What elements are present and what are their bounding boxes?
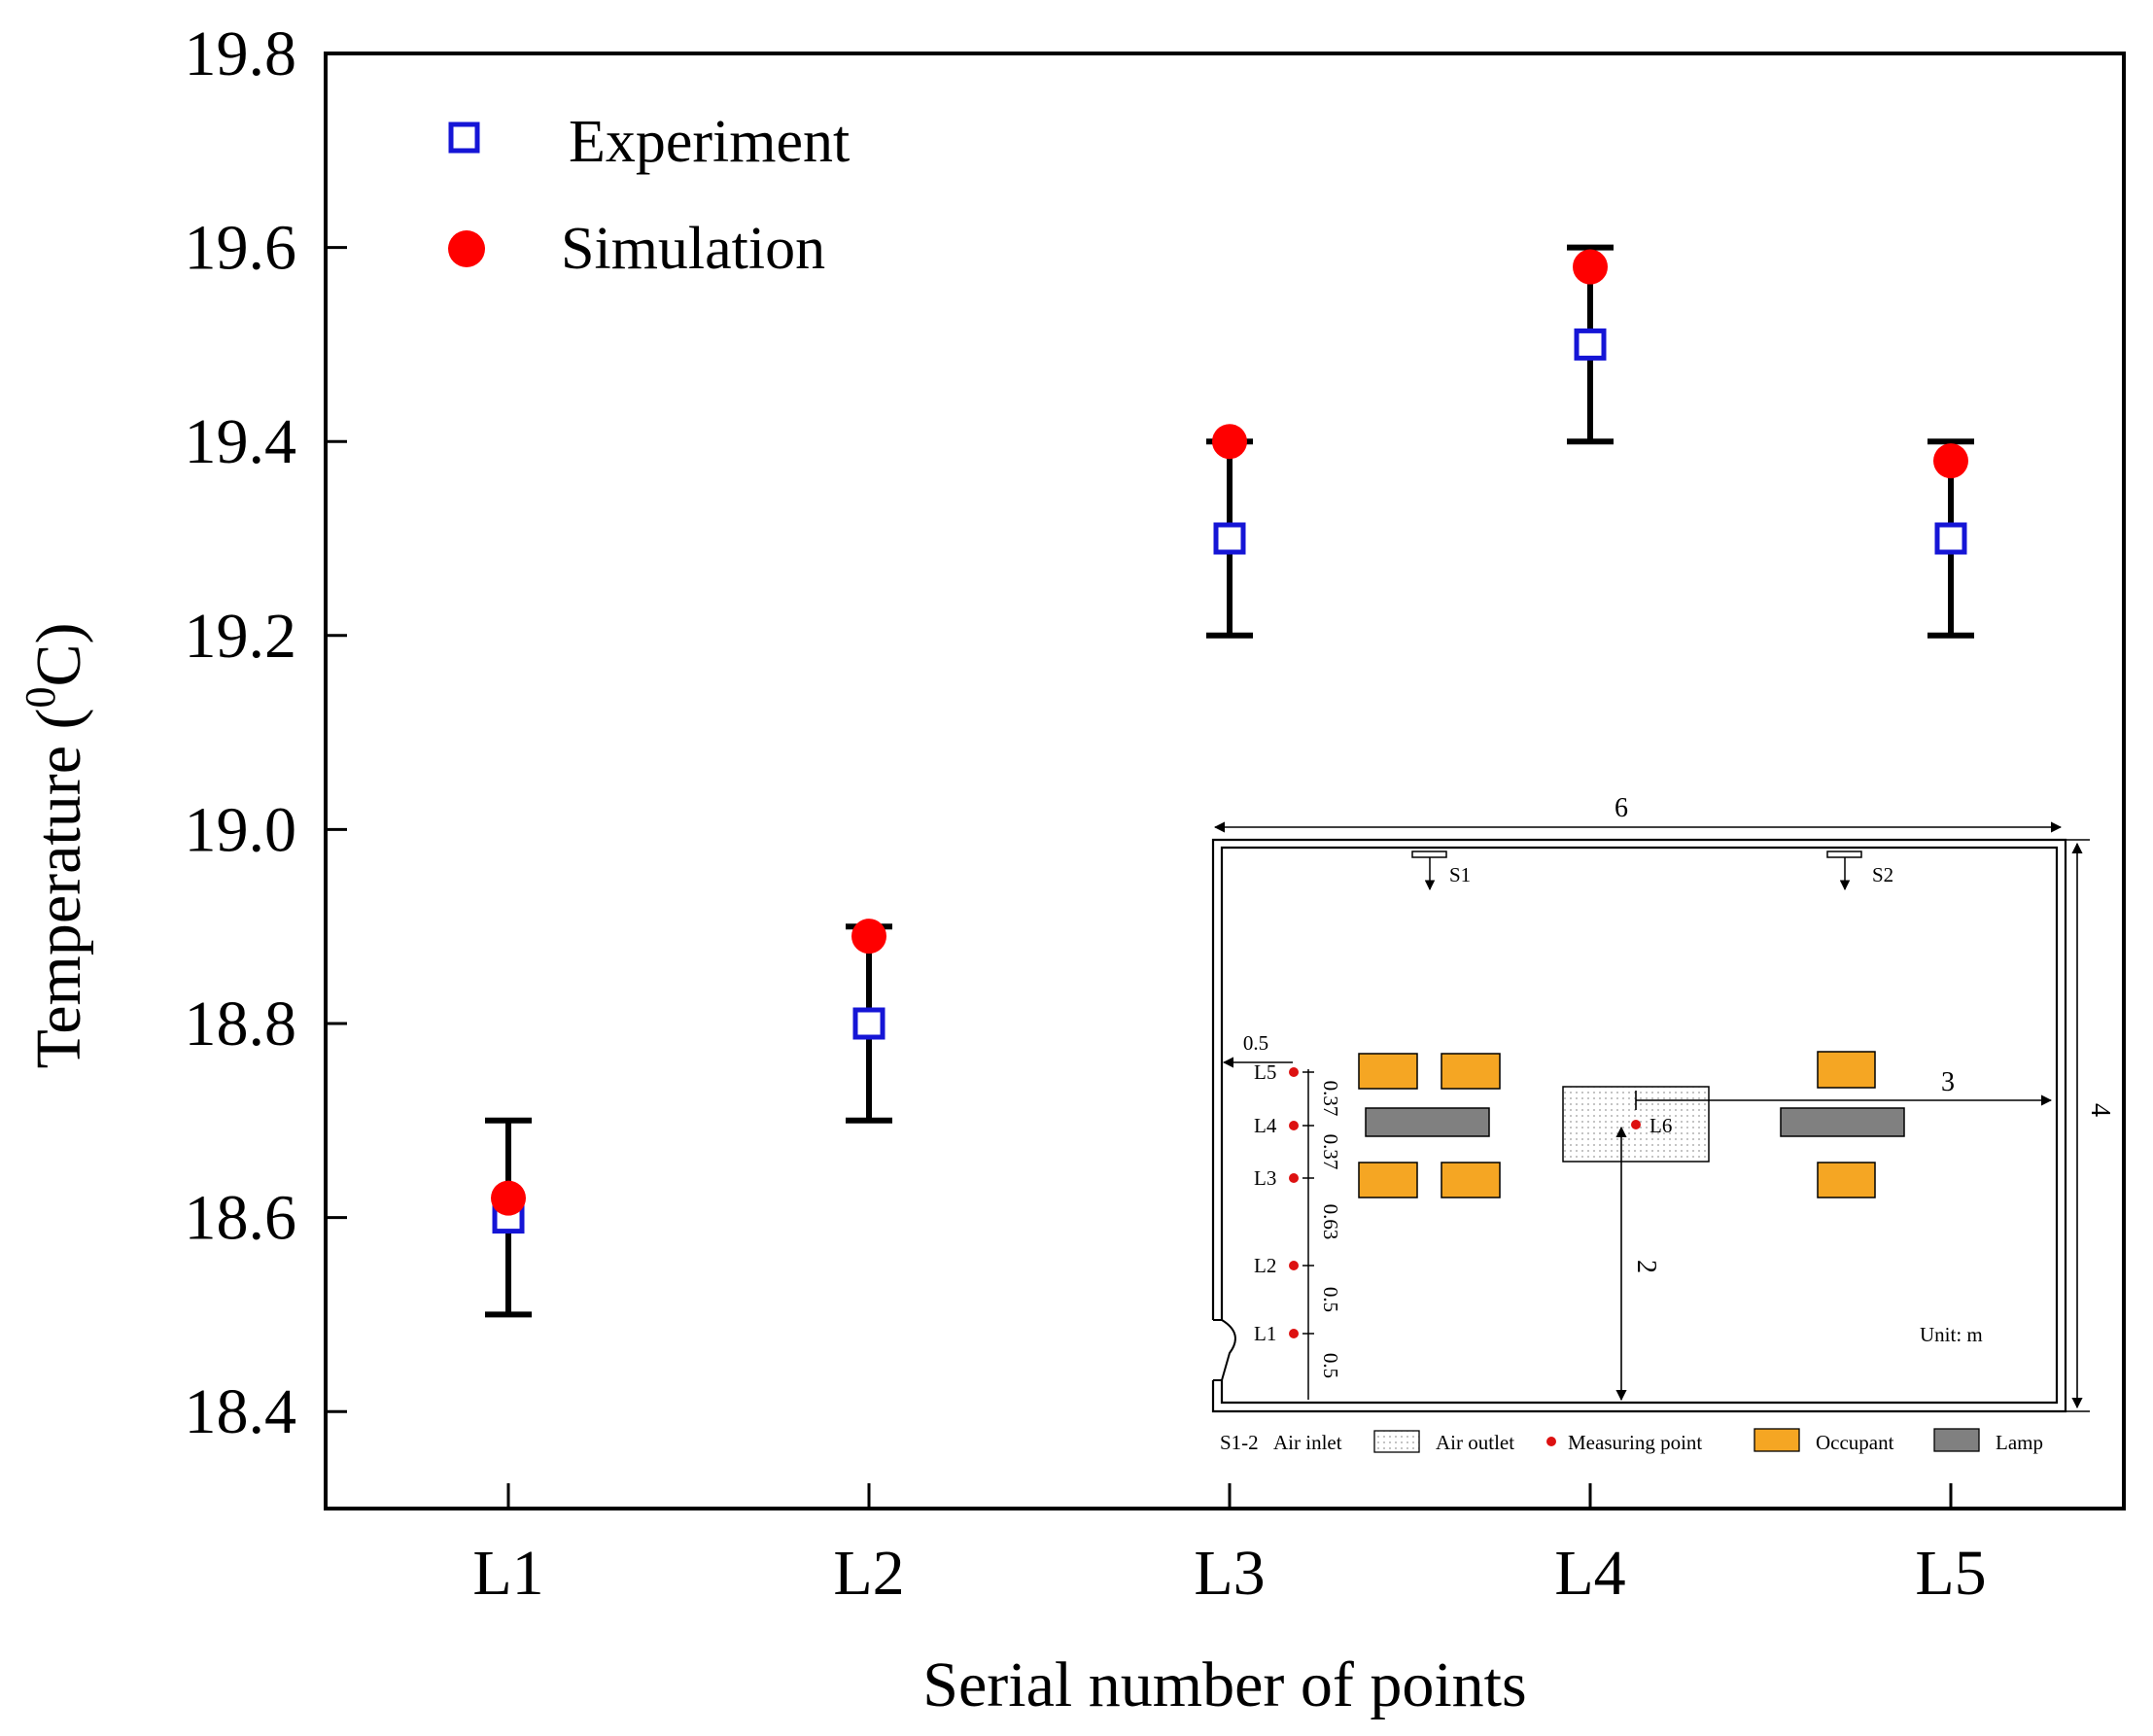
occupant-1 — [1358, 1053, 1418, 1090]
experiment-point — [1213, 522, 1246, 555]
measuring-point-label: L2 — [1254, 1254, 1276, 1277]
lamp-1 — [1365, 1107, 1490, 1137]
unit-label: Unit: m — [1920, 1323, 1983, 1346]
air-inlet-s1-label: S1 — [1449, 863, 1471, 886]
lamp-2 — [1780, 1107, 1905, 1137]
series-experiment — [492, 328, 1967, 1234]
simulation-point — [851, 919, 886, 955]
spacing-label: 0.37 — [1319, 1081, 1342, 1117]
legend-marker-experiment — [448, 122, 480, 154]
y-tick-label: 19.2 — [185, 601, 297, 672]
series-simulation — [491, 249, 1968, 1216]
air-inlet-s1: S1 — [1411, 851, 1471, 891]
air-inlet-s2: S2 — [1826, 851, 1893, 891]
inset-legend-outlet-swatch — [1373, 1430, 1420, 1453]
x-tick-label: L5 — [1915, 1538, 1986, 1609]
legend: Experiment Simulation — [448, 109, 850, 282]
occupant-5 — [1817, 1051, 1876, 1089]
measuring-point-l6 — [1631, 1120, 1641, 1129]
experiment-point — [1934, 522, 1967, 555]
y-axis-ticks: 18.4 18.6 18.8 19.0 19.2 19.4 19.6 19.8 — [185, 18, 347, 1447]
dim-label-width: 6 — [1615, 793, 1628, 823]
inset-legend-measuring: Measuring point — [1568, 1431, 1702, 1454]
air-inlet-s2-label: S2 — [1872, 863, 1893, 886]
measuring-point — [1289, 1067, 1299, 1077]
inset-diagram: 6 4 S1 S2 L6 3 — [1210, 793, 2115, 1454]
inset-legend: S1-2 Air inlet Air outlet Measuring poin… — [1220, 1428, 2043, 1454]
measuring-points: L5 L4 L3 L2 L1 0.37 0.37 0.63 0.5 0.5 — [1254, 1060, 1342, 1378]
measuring-point — [1289, 1329, 1299, 1338]
y-tick-label: 19.4 — [185, 406, 297, 477]
spacing-label: 0.5 — [1319, 1353, 1342, 1378]
inset-legend-occupant: Occupant — [1816, 1431, 1894, 1454]
legend-marker-simulation — [448, 230, 485, 267]
measuring-point-label: L5 — [1254, 1060, 1276, 1084]
dim-label-half: 0.5 — [1243, 1031, 1268, 1055]
x-tick-label: L1 — [472, 1538, 543, 1609]
measuring-point — [1289, 1261, 1299, 1270]
simulation-point — [1212, 424, 1247, 460]
y-axis-title-tail: C) — [23, 623, 94, 687]
room-outer-wall — [1211, 838, 2067, 1413]
y-tick-label: 19.6 — [185, 213, 297, 284]
x-axis-title: Serial number of points — [922, 1649, 1526, 1720]
spacing-label: 0.63 — [1319, 1204, 1342, 1240]
measuring-point-l6-label: L6 — [1649, 1114, 1672, 1137]
y-tick-label: 19.0 — [185, 794, 297, 865]
simulation-point — [1573, 249, 1608, 285]
spacing-label: 0.37 — [1319, 1134, 1342, 1170]
plot-area — [324, 52, 2126, 1510]
measuring-point — [1289, 1173, 1299, 1183]
inset-legend-inlet: Air inlet — [1273, 1431, 1342, 1454]
x-axis-ticks: L1 L2 L3 L4 L5 — [472, 1483, 1987, 1609]
door-opening — [1213, 1319, 1236, 1381]
occupant-6 — [1817, 1162, 1876, 1198]
inset-legend-outlet: Air outlet — [1436, 1431, 1514, 1454]
dim-label-height: 4 — [2085, 1103, 2115, 1117]
y-axis-title: Temperature (0C) — [17, 623, 94, 1069]
dim-label-three: 3 — [1941, 1067, 1955, 1097]
y-tick-label: 19.8 — [185, 18, 297, 89]
y-tick-label: 18.8 — [185, 989, 297, 1059]
simulation-point — [491, 1180, 526, 1216]
occupant-3 — [1358, 1162, 1418, 1198]
x-tick-label: L2 — [833, 1538, 904, 1609]
experiment-point — [1574, 328, 1607, 361]
inset-legend-lamp-swatch — [1933, 1428, 1980, 1452]
inset-legend-occupant-swatch — [1754, 1428, 1800, 1452]
spacing-label: 0.5 — [1319, 1287, 1342, 1312]
measuring-point-label: L1 — [1254, 1322, 1276, 1345]
x-tick-label: L3 — [1194, 1538, 1265, 1609]
measuring-point-label: L3 — [1254, 1166, 1276, 1190]
occupant-4 — [1441, 1162, 1501, 1198]
legend-label-simulation: Simulation — [561, 216, 825, 282]
room-inner-wall — [1220, 846, 2059, 1405]
legend-label-experiment: Experiment — [569, 109, 850, 175]
measuring-point — [1289, 1121, 1299, 1130]
inset-legend-measuring-swatch — [1546, 1437, 1556, 1446]
experiment-point — [852, 1007, 886, 1040]
y-axis-title-main: Temperature ( — [23, 709, 94, 1069]
inset-legend-lamp: Lamp — [1996, 1431, 2043, 1454]
y-tick-label: 18.4 — [185, 1376, 297, 1447]
y-axis-title-superscript: 0 — [17, 687, 64, 709]
y-tick-label: 18.6 — [185, 1183, 297, 1254]
measuring-point-label: L4 — [1254, 1114, 1277, 1137]
simulation-point — [1933, 443, 1968, 479]
dim-label-two: 2 — [1631, 1260, 1661, 1273]
inset-legend-inlet-code: S1-2 — [1220, 1431, 1259, 1454]
occupant-2 — [1441, 1053, 1501, 1090]
x-tick-label: L4 — [1554, 1538, 1625, 1609]
